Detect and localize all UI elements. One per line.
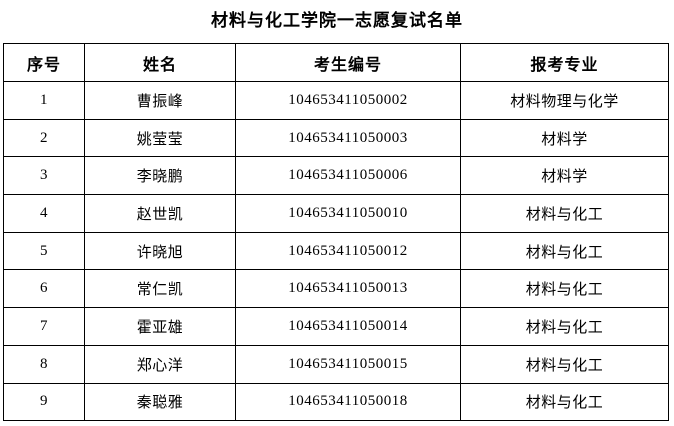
table-row: 3 李晓鹏 104653411050006 材料学 — [3, 156, 669, 196]
cell-candidate-id: 104653411050003 — [235, 118, 461, 158]
cell-name: 姚莹莹 — [84, 118, 236, 158]
cell-applied-major: 材料与化工 — [460, 344, 669, 384]
table-row: 8 郑心洋 104653411050015 材料与化工 — [3, 344, 669, 384]
cell-applied-major: 材料与化工 — [460, 231, 669, 271]
table-row: 9 秦聪雅 104653411050018 材料与化工 — [3, 382, 669, 422]
cell-name: 常仁凯 — [84, 269, 236, 309]
roster-table: 序号 姓名 考生编号 报考专业 1 曹振峰 104653411050002 材料物理与… — [3, 43, 669, 422]
cell-applied-major: 材料与化工 — [460, 269, 669, 309]
table-row: 4 赵世凯 104653411050010 材料与化工 — [3, 194, 669, 233]
cell-candidate-id: 104653411050006 — [235, 156, 461, 196]
cell-serial-number: 8 — [3, 344, 85, 384]
cell-candidate-id: 104653411050014 — [235, 307, 461, 346]
table-row: 6 常仁凯 104653411050013 材料与化工 — [3, 269, 669, 309]
cell-candidate-id: 104653411050013 — [235, 269, 461, 309]
cell-serial-number: 9 — [3, 382, 85, 422]
cell-serial-number: 7 — [3, 307, 85, 346]
cell-candidate-id: 104653411050015 — [235, 344, 461, 384]
cell-name: 秦聪雅 — [84, 382, 236, 422]
cell-applied-major: 材料与化工 — [460, 307, 669, 346]
cell-candidate-id: 104653411050018 — [235, 382, 461, 422]
cell-name: 许晓旭 — [84, 231, 236, 271]
cell-name: 赵世凯 — [84, 194, 236, 233]
cell-applied-major: 材料与化工 — [460, 194, 669, 233]
cell-serial-number: 6 — [3, 269, 85, 309]
cell-serial-number: 2 — [3, 118, 85, 158]
cell-serial-number: 4 — [3, 194, 85, 233]
cell-serial-number: 1 — [3, 81, 85, 120]
cell-name: 曹振峰 — [84, 81, 236, 120]
cell-name: 郑心洋 — [84, 344, 236, 384]
table-row: 1 曹振峰 104653411050002 材料物理与化学 — [3, 81, 669, 120]
header-candidate-id: 考生编号 — [235, 43, 461, 82]
cell-name: 霍亚雄 — [84, 307, 236, 346]
table-row: 5 许晓旭 104653411050012 材料与化工 — [3, 231, 669, 271]
header-serial-number: 序号 — [3, 43, 85, 82]
cell-candidate-id: 104653411050012 — [235, 231, 461, 271]
header-applied-major: 报考专业 — [460, 43, 669, 82]
cell-serial-number: 3 — [3, 156, 85, 196]
cell-applied-major: 材料与化工 — [460, 382, 669, 422]
cell-name: 李晓鹏 — [84, 156, 236, 196]
table-row: 7 霍亚雄 104653411050014 材料与化工 — [3, 307, 669, 346]
table-row: 2 姚莹莹 104653411050003 材料学 — [3, 118, 669, 158]
cell-applied-major: 材料学 — [460, 156, 669, 196]
cell-candidate-id: 104653411050002 — [235, 81, 461, 120]
cell-candidate-id: 104653411050010 — [235, 194, 461, 233]
header-name: 姓名 — [84, 43, 236, 82]
cell-applied-major: 材料学 — [460, 118, 669, 158]
table-header-row: 序号 姓名 考生编号 报考专业 — [3, 43, 669, 82]
cell-applied-major: 材料物理与化学 — [460, 81, 669, 120]
cell-serial-number: 5 — [3, 231, 85, 271]
page-title: 材料与化工学院一志愿复试名单 — [211, 11, 463, 30]
